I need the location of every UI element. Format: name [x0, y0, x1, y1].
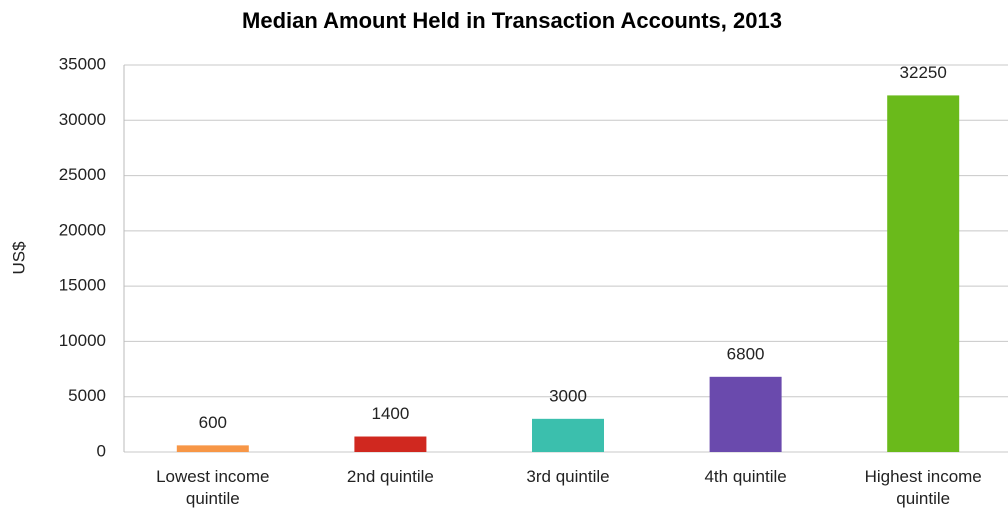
bar — [709, 376, 782, 452]
y-tick-label: 25000 — [59, 165, 106, 184]
y-axis-label: US$ — [9, 241, 28, 275]
bar — [176, 445, 249, 452]
y-tick-label: 0 — [97, 441, 106, 460]
bar — [887, 95, 960, 453]
data-label: 600 — [199, 413, 227, 432]
y-tick-label: 35000 — [59, 54, 106, 73]
chart-title: Median Amount Held in Transaction Accoun… — [242, 8, 782, 33]
data-label: 6800 — [727, 344, 765, 363]
y-tick-label: 10000 — [59, 331, 106, 350]
data-label: 3000 — [549, 386, 587, 405]
data-label: 32250 — [900, 63, 947, 82]
x-tick-label: 2nd quintile — [346, 467, 434, 486]
y-tick-label: 5000 — [68, 386, 106, 405]
x-tick-label: Highest income quintile — [864, 467, 982, 508]
y-tick-label: 15000 — [59, 276, 106, 295]
y-tick-label: 30000 — [59, 110, 106, 129]
x-tick-label: 3rd quintile — [526, 467, 610, 486]
y-tick-label: 20000 — [59, 220, 106, 239]
data-label: 1400 — [371, 404, 409, 423]
bar — [354, 436, 427, 452]
bar — [532, 418, 604, 452]
x-tick-label: 4th quintile — [704, 467, 787, 486]
x-tick-label: Lowest income quintile — [156, 467, 270, 508]
